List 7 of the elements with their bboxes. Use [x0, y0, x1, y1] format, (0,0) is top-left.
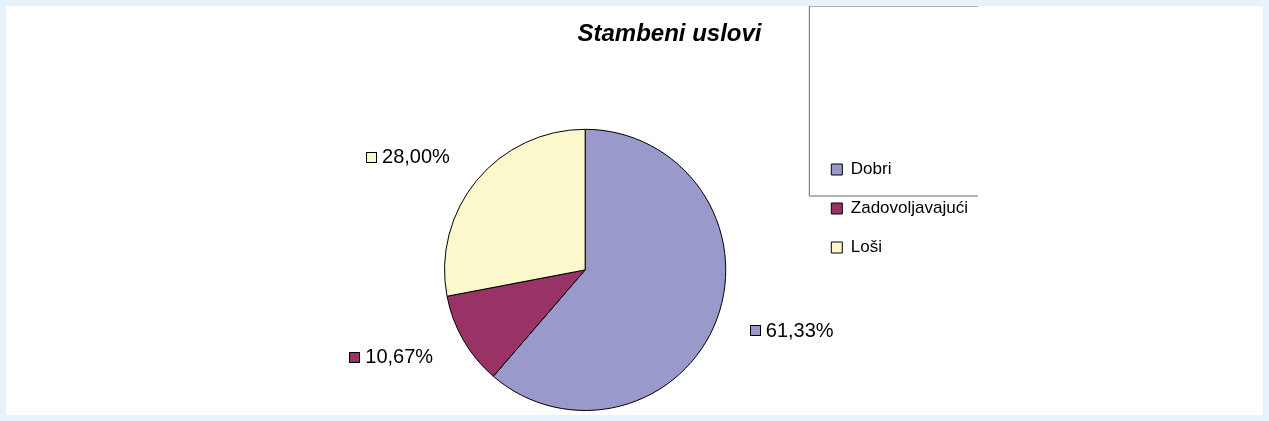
legend-label: Zadovoljavajući: [850, 198, 969, 218]
data-label: 10,67%: [365, 345, 434, 368]
chart-title: Stambeni uslovi: [577, 19, 763, 47]
data-label: 61,33%: [765, 318, 834, 341]
legend-label: Dobri: [850, 159, 892, 179]
legend-label: Loši: [850, 237, 883, 257]
data-label: 28,00%: [382, 145, 451, 168]
